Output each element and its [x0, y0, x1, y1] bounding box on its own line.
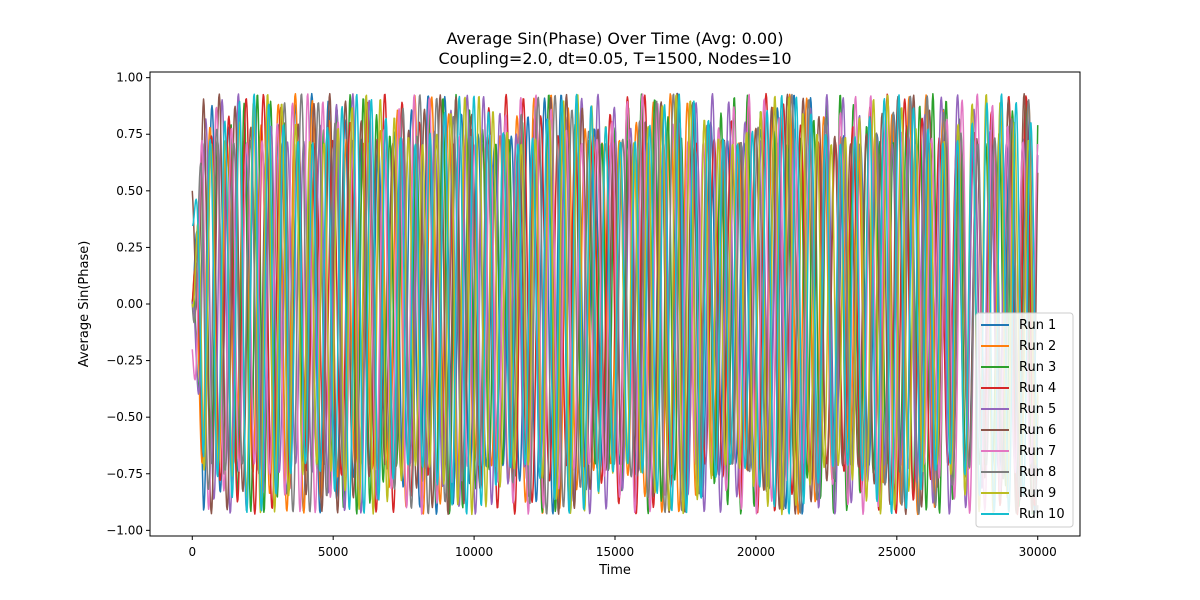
y-tick-label: 1.00: [116, 71, 143, 85]
series-line-run-6: [191, 92, 1039, 516]
x-tick-label: 20000: [737, 545, 775, 559]
x-tick-label: 10000: [455, 545, 493, 559]
y-tick-label: 0.50: [116, 184, 143, 198]
legend-label: Run 5: [1019, 402, 1056, 417]
plot-series-group: [191, 92, 1039, 516]
legend-label: Run 2: [1019, 339, 1056, 354]
series-line-run-10: [191, 93, 1039, 515]
x-tick-label: 15000: [596, 545, 634, 559]
chart-subtitle: Coupling=2.0, dt=0.05, T=1500, Nodes=10: [438, 49, 791, 68]
y-tick-label: 0.75: [116, 127, 143, 141]
x-tick-label: 25000: [878, 545, 916, 559]
y-tick-label: −1.00: [106, 523, 143, 537]
x-axis-ticks: 0 5000 10000 15000 20000 25000 30000: [188, 536, 1057, 559]
y-tick-label: −0.25: [106, 354, 143, 368]
y-axis-ticks: −1.00 −0.75 −0.50 −0.25 0.00 0.25 0.50 0.75 1.00: [106, 71, 150, 537]
legend-label: Run 4: [1019, 381, 1056, 396]
y-tick-label: 0.00: [116, 297, 143, 311]
series-line-run-8: [191, 93, 1039, 515]
y-axis-label: Average Sin(Phase): [77, 241, 92, 368]
y-tick-label: −0.50: [106, 410, 143, 424]
legend-label: Run 1: [1019, 318, 1056, 333]
legend-label: Run 7: [1019, 444, 1056, 459]
x-tick-label: 5000: [318, 545, 349, 559]
y-tick-label: −0.75: [106, 467, 143, 481]
legend: Run 1 Run 2 Run 3 Run 4 Run 5 Run 6 Run 7 Run 8…: [975, 312, 1074, 528]
x-tick-label: 0: [188, 545, 196, 559]
chart-title: Average Sin(Phase) Over Time (Avg: 0.00): [447, 29, 784, 48]
legend-label: Run 10: [1019, 507, 1065, 522]
x-axis-label: Time: [598, 563, 631, 578]
legend-label: Run 3: [1019, 360, 1056, 375]
legend-label: Run 9: [1019, 486, 1056, 501]
legend-label: Run 8: [1019, 465, 1056, 480]
legend-label: Run 6: [1019, 423, 1056, 438]
x-tick-label: 30000: [1019, 545, 1057, 559]
y-tick-label: 0.25: [116, 240, 143, 254]
